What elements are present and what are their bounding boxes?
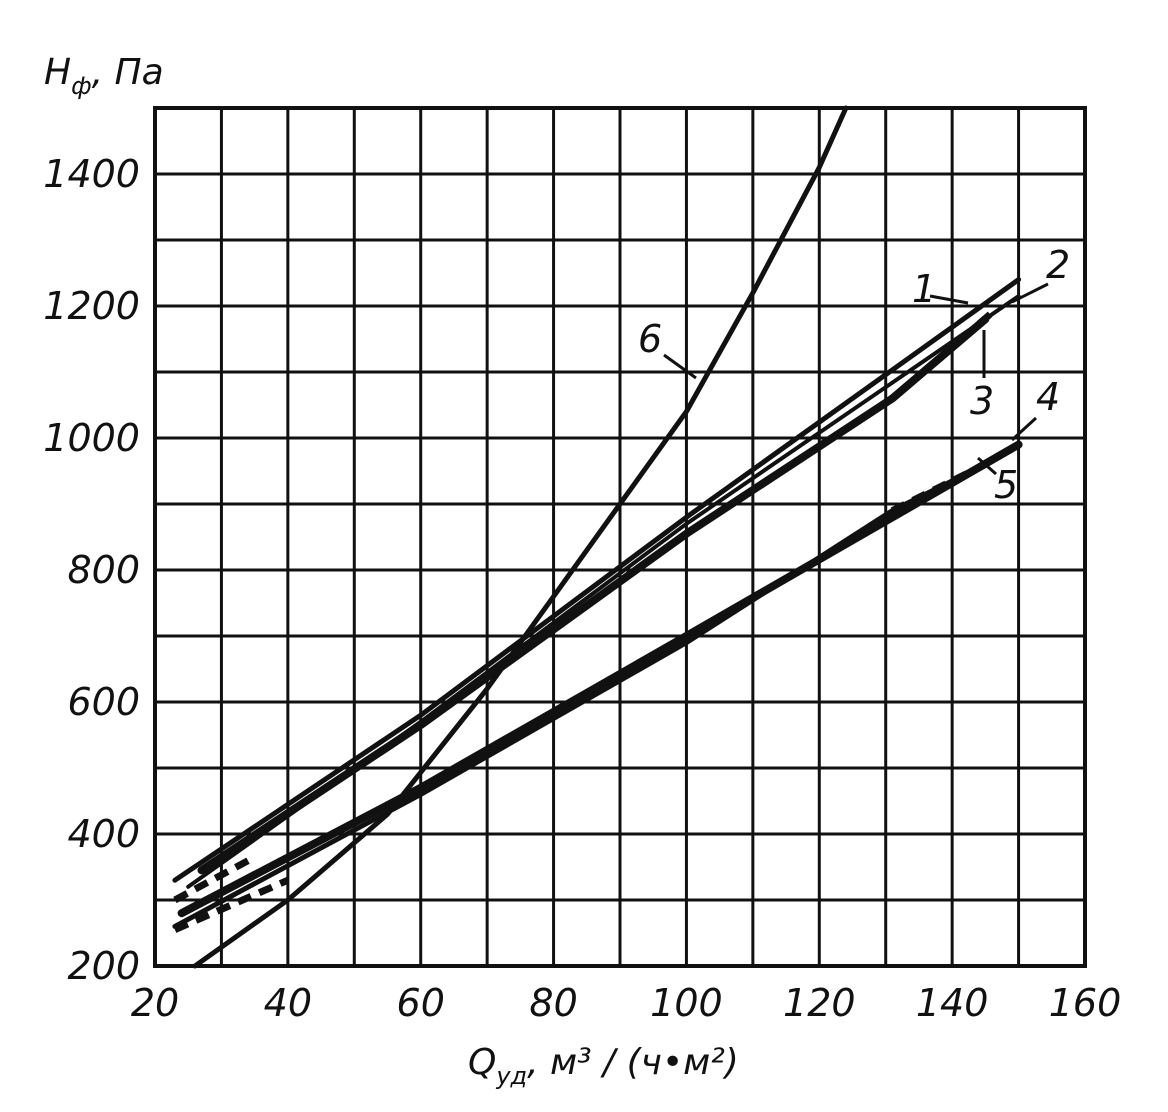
x-tick-label: 20: [131, 981, 179, 1025]
series-line-3: [197, 315, 990, 875]
x-tick-label: 60: [397, 981, 445, 1025]
y-tick-label: 1200: [43, 284, 140, 328]
y-tick-label: 1000: [43, 416, 140, 460]
x-tick-label: 40: [264, 981, 312, 1025]
plot-frame: [153, 106, 1087, 968]
x-tick-label: 100: [650, 981, 723, 1025]
x-axis-title: Qуд, м³ / (ч•м²): [468, 1042, 739, 1090]
series-dash-5: [890, 457, 994, 514]
curve-label-2: 2: [1046, 243, 1070, 287]
y-tick-label: 200: [67, 944, 140, 988]
curve-label-leader-1: [929, 294, 969, 305]
series-line-1: [172, 277, 1022, 883]
series-line-4: [177, 440, 1023, 918]
y-tick-label: 1400: [43, 152, 140, 196]
curve-label-leader-6: [663, 353, 697, 380]
series-line-6: [192, 105, 849, 969]
x-tick-label: 80: [529, 981, 577, 1025]
curve-label-4: 4: [1036, 375, 1060, 419]
curve-label-5: 5: [994, 463, 1018, 507]
y-tick-label: 800: [67, 548, 140, 592]
curve-label-1: 1: [912, 267, 936, 311]
x-tick-label: 140: [916, 981, 989, 1025]
series-lines: [172, 105, 1023, 969]
y-axis-title: Hф, Па: [44, 52, 164, 100]
x-tick-label: 120: [783, 981, 856, 1025]
curve-label-leader-4: [1010, 416, 1038, 442]
grid: [153, 106, 1087, 968]
y-tick-label: 400: [67, 812, 140, 856]
x-tick-label: 160: [1049, 981, 1122, 1025]
curve-label-leader-2: [1011, 282, 1049, 304]
series-dash-2: [173, 854, 257, 904]
series-dash-4: [173, 876, 290, 933]
tick-labels: 20 40 60 80 100 120 140 160 200 400 600 800 1000 1200…: [43, 152, 1121, 1025]
series-line-5: [172, 458, 995, 929]
y-tick-label: 600: [67, 680, 140, 724]
curve-label-6: 6: [638, 317, 662, 361]
curve-labels: 1 2 3 45 6: [638, 243, 1070, 507]
curve-label-3: 3: [970, 379, 994, 423]
curve-label-leader-5: [977, 456, 997, 476]
